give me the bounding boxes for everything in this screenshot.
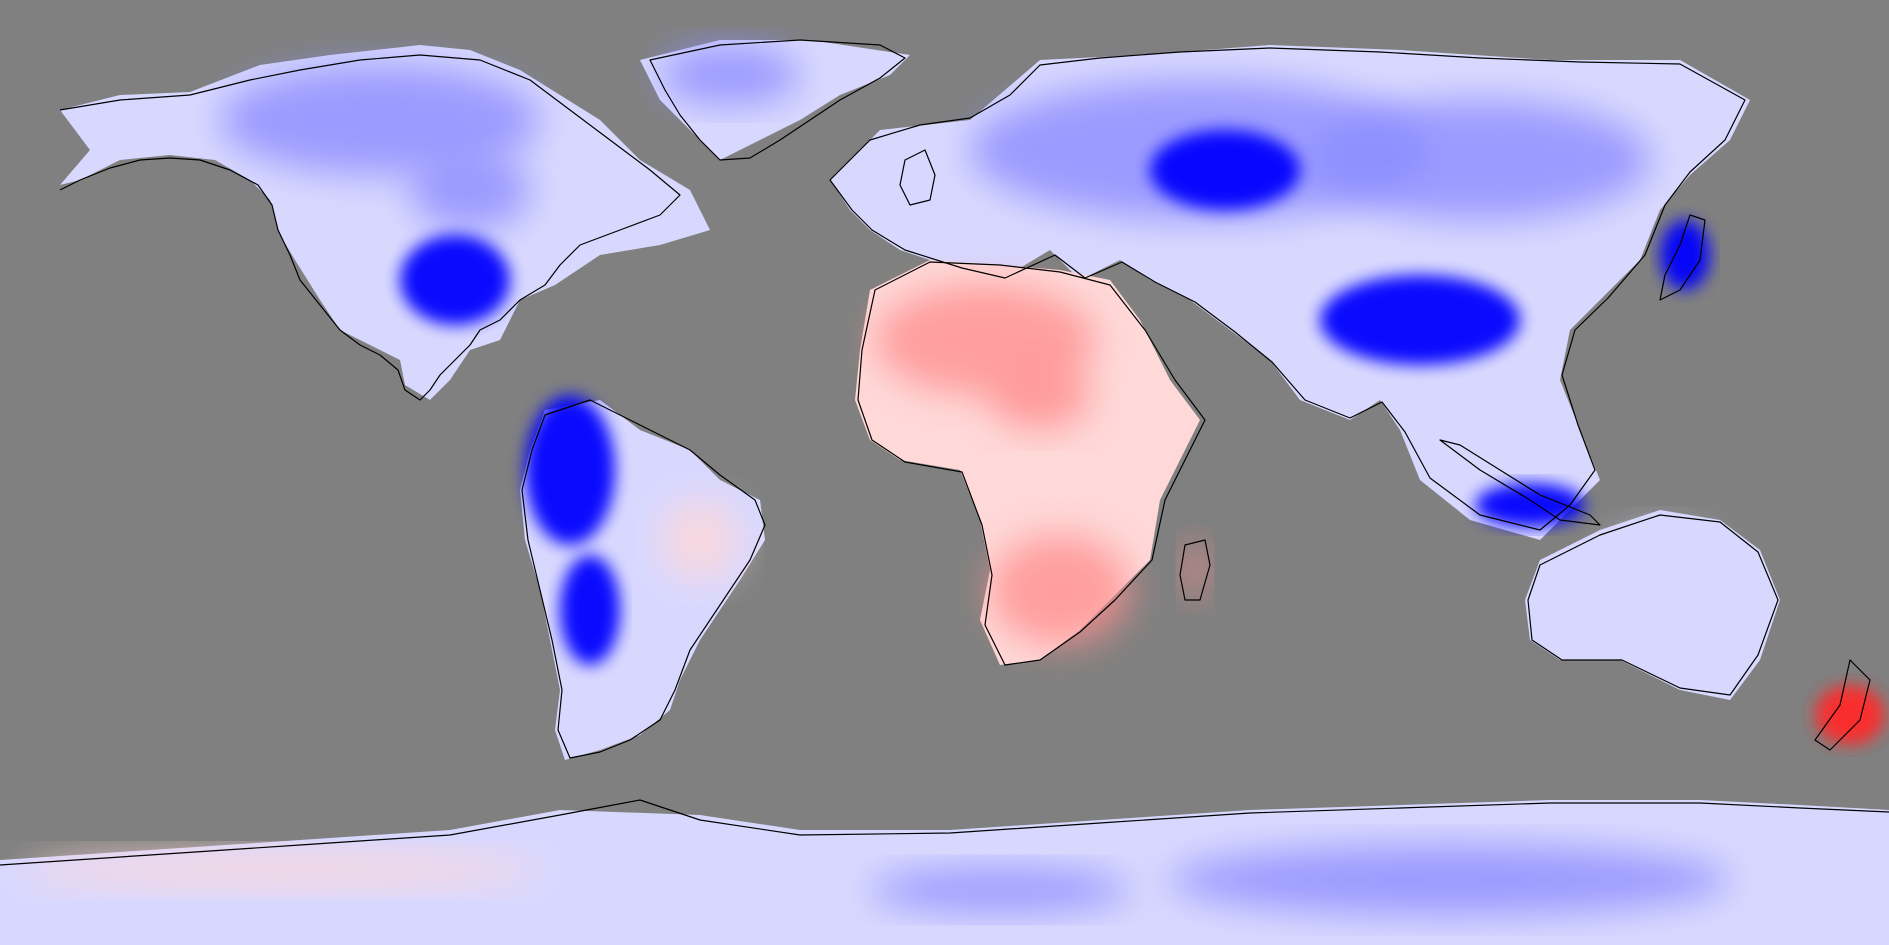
coast-greenland xyxy=(649,39,906,161)
coast-australia xyxy=(1527,514,1779,696)
anomaly-east-antarctica xyxy=(1170,845,1730,915)
anomaly-madagascar xyxy=(1183,542,1207,598)
coast-south-america xyxy=(521,399,766,759)
anomaly-west-antarctica xyxy=(20,852,540,888)
anomaly-southern-andes xyxy=(560,555,620,665)
coast-eurasia xyxy=(829,47,1746,531)
anomaly-eastern-brazil xyxy=(660,500,740,580)
coast-japan xyxy=(1659,214,1706,301)
coast-africa xyxy=(857,261,1206,666)
anomaly-northern-eurasia-1 xyxy=(1310,100,1650,220)
coast-indonesia xyxy=(1439,439,1601,526)
anomaly-tibet-china xyxy=(1320,275,1520,365)
anomaly-sahara-1 xyxy=(990,360,1090,430)
anomaly-new-zealand xyxy=(1815,685,1885,745)
coast-antarctica xyxy=(0,799,1889,866)
coast-new-zealand xyxy=(1814,659,1871,751)
anomaly-canada xyxy=(220,65,540,175)
coastline-layer xyxy=(0,39,1889,866)
anomaly-central-united-states xyxy=(400,235,510,325)
coast-uk xyxy=(899,149,936,206)
anomaly-canada-1 xyxy=(410,150,530,230)
anomaly-east-antarctica-1 xyxy=(870,868,1130,912)
anomaly-northern-south-america xyxy=(525,395,615,545)
anomaly-greenland xyxy=(660,45,800,105)
north-america-land xyxy=(60,45,710,400)
anomaly-java-sumatra xyxy=(1475,483,1585,527)
anomaly-japan xyxy=(1660,220,1710,290)
anomaly-southern-africa xyxy=(990,535,1130,645)
coast-madagascar xyxy=(1179,539,1211,601)
anomaly-layer xyxy=(20,45,1885,915)
coast-north-america xyxy=(59,54,681,401)
anomaly-western-russia xyxy=(1150,130,1300,210)
anomaly-australia xyxy=(1600,530,1720,610)
